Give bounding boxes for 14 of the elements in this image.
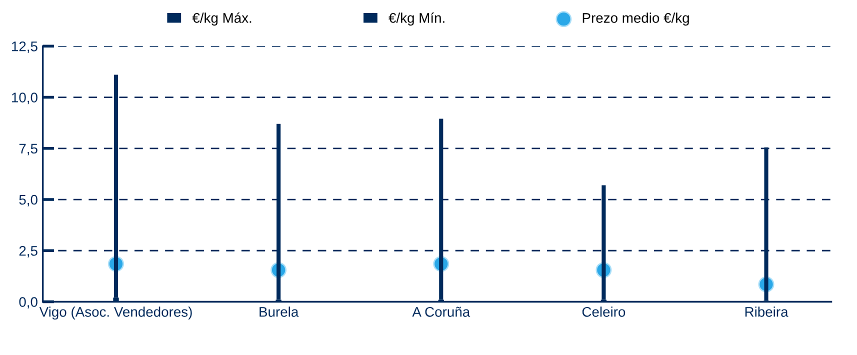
x-tick-label: Burela	[260, 306, 299, 317]
legend-label: €/kg Mín.	[388, 12, 444, 26]
y-tick-label: 7,5	[19, 144, 38, 156]
x-tick-label: A Coruña	[412, 306, 470, 317]
y-tick-label: 10,0	[12, 92, 38, 104]
y-tick-label: 2,5	[19, 246, 38, 258]
y-tick-label: 5,0	[19, 194, 38, 206]
x-tick-label: Vigo (Asoc. Vendedores)	[39, 306, 192, 320]
x-tick-label: Ribeira	[745, 306, 788, 317]
x-tick-label: Celeiro	[582, 306, 626, 317]
legend-label: Prezo medio €/kg	[582, 12, 689, 26]
y-tick-label: 0,0	[19, 297, 38, 309]
y-tick-label: 12,5	[12, 41, 38, 53]
legend-label: €/kg Máx.	[192, 12, 252, 26]
